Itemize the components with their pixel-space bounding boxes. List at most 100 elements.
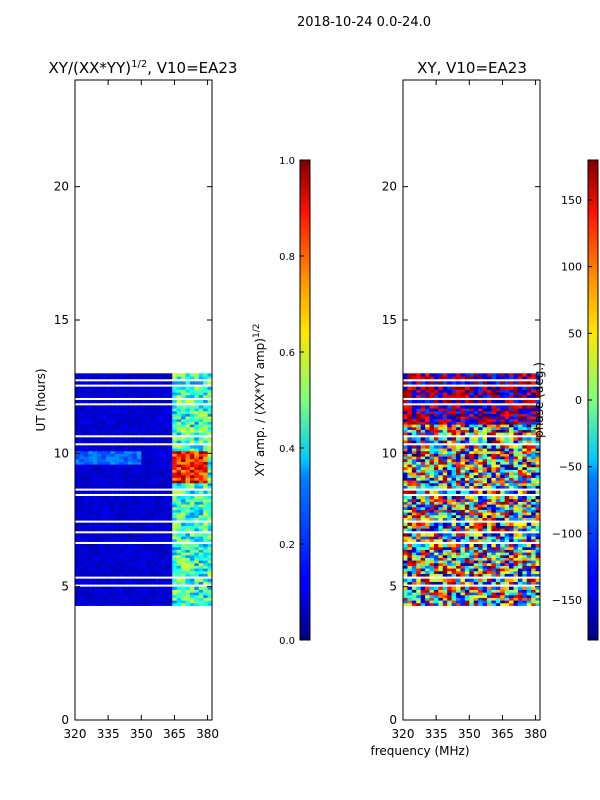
heatmap-cell (167, 514, 173, 518)
heatmap-cell (495, 533, 501, 537)
heatmap-cell (500, 506, 506, 510)
heatmap-cell (158, 432, 164, 436)
heatmap-cell (464, 373, 470, 377)
heatmap-cell (531, 474, 537, 478)
heatmap-cell (451, 552, 457, 556)
heatmap-cell (429, 597, 435, 601)
heatmap-cell (145, 477, 151, 481)
heatmap-cell (101, 456, 107, 460)
heatmap-cell (473, 429, 479, 433)
heatmap-cell (416, 450, 422, 454)
heatmap-cell (447, 450, 453, 454)
heatmap-cell (128, 416, 134, 420)
heatmap-cell (141, 429, 147, 433)
heatmap-cell (83, 461, 89, 465)
heatmap-cell (429, 477, 435, 481)
heatmap-cell (158, 410, 164, 414)
heatmap-cell (456, 464, 462, 468)
heatmap-cell (132, 581, 138, 585)
heatmap-cell (105, 416, 111, 420)
heatmap-cell (145, 413, 151, 417)
heatmap-cell (416, 538, 422, 542)
heatmap-cell (495, 437, 501, 441)
heatmap-cell (517, 394, 523, 398)
heatmap-cell (154, 458, 160, 462)
heatmap-cell (407, 578, 413, 582)
heatmap-cell (123, 437, 129, 441)
heatmap-cell (442, 416, 448, 420)
heatmap-cell (101, 525, 107, 529)
heatmap-cell (119, 597, 125, 601)
heatmap-cell (101, 373, 107, 377)
heatmap-cell (526, 490, 532, 494)
heatmap-cell (416, 509, 422, 513)
heatmap-cell (517, 565, 523, 569)
heatmap-cell (198, 544, 204, 548)
heatmap-cell (433, 400, 439, 404)
heatmap-cell (478, 573, 484, 577)
heatmap-cell (482, 554, 488, 558)
heatmap-cell (513, 392, 519, 396)
heatmap-cell (158, 565, 164, 569)
heatmap-cell (136, 416, 142, 420)
heatmap-cell (97, 448, 103, 452)
heatmap-cell (101, 485, 107, 489)
heatmap-cell (97, 501, 103, 505)
heatmap-cell (203, 496, 209, 500)
heatmap-cell (123, 477, 129, 481)
heatmap-cell (411, 466, 417, 470)
heatmap-cell (456, 448, 462, 452)
heatmap-cell (469, 405, 475, 409)
heatmap-cell (438, 458, 444, 462)
heatmap-cell (517, 554, 523, 558)
heatmap-cell (420, 373, 426, 377)
heatmap-cell (105, 376, 111, 380)
heatmap-cell (517, 533, 523, 537)
heatmap-cell (163, 568, 169, 572)
heatmap-cell (522, 528, 528, 532)
heatmap-cell (128, 461, 134, 465)
heatmap-cell (522, 461, 528, 465)
heatmap-cell (105, 480, 111, 484)
heatmap-cell (185, 410, 191, 414)
heatmap-cell (132, 506, 138, 510)
heatmap-cell (167, 597, 173, 601)
heatmap-cell (75, 429, 81, 433)
heatmap-cell (473, 533, 479, 537)
heatmap-cell (158, 413, 164, 417)
heatmap-cell (442, 538, 448, 542)
heatmap-cell (504, 490, 510, 494)
heatmap-cell (469, 389, 475, 393)
heatmap-cell (504, 450, 510, 454)
heatmap-cell (185, 474, 191, 478)
heatmap-cell (97, 482, 103, 486)
heatmap-cell (176, 448, 182, 452)
heatmap-cell (403, 504, 409, 508)
heatmap-cell (194, 376, 200, 380)
heatmap-cell (504, 560, 510, 564)
heatmap-cell (97, 597, 103, 601)
heatmap-cell (403, 482, 409, 486)
heatmap-cell (522, 544, 528, 548)
heatmap-cell (407, 421, 413, 425)
heatmap-cell (114, 381, 120, 385)
heatmap-cell (473, 466, 479, 470)
heatmap-cell (176, 533, 182, 537)
heatmap-cell (128, 568, 134, 572)
heatmap-cell (79, 581, 85, 585)
heatmap-cell (420, 509, 426, 513)
heatmap-cell (119, 568, 125, 572)
heatmap-cell (438, 528, 444, 532)
heatmap-cell (504, 461, 510, 465)
heatmap-cell (83, 440, 89, 444)
heatmap-cell (513, 509, 519, 513)
heatmap-cell (464, 570, 470, 574)
heatmap-cell (411, 536, 417, 540)
heatmap-cell (132, 522, 138, 526)
heatmap-cell (500, 389, 506, 393)
heatmap-cell (482, 538, 488, 542)
heatmap-cell (438, 602, 444, 606)
heatmap-cell (123, 469, 129, 473)
heatmap-cell (460, 501, 466, 505)
